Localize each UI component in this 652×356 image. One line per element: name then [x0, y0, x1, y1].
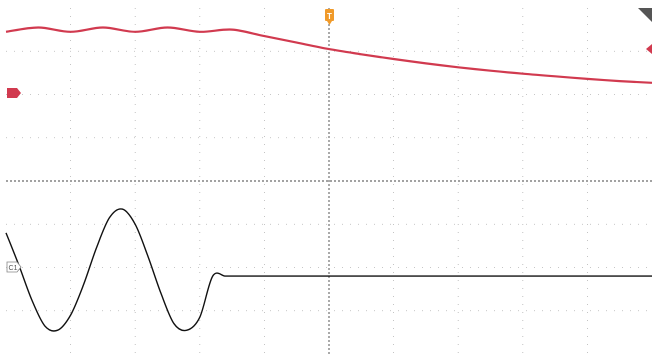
trigger-marker-label: T: [327, 12, 332, 21]
graticule-grid: [6, 8, 652, 354]
ch2-waveform: [5, 26, 652, 84]
markers: T C1: [6, 8, 652, 273]
ch2-offset-marker[interactable]: [7, 88, 21, 98]
ch1-waveform: [5, 208, 652, 332]
ch1-offset-marker[interactable]: C1: [6, 261, 22, 273]
ch1-marker-label: C1: [9, 265, 18, 272]
trigger-position-marker[interactable]: T: [325, 9, 334, 25]
waveforms: [5, 26, 652, 332]
corner-indicator: [638, 8, 652, 22]
ch2-trigger-level-marker[interactable]: [646, 44, 652, 54]
